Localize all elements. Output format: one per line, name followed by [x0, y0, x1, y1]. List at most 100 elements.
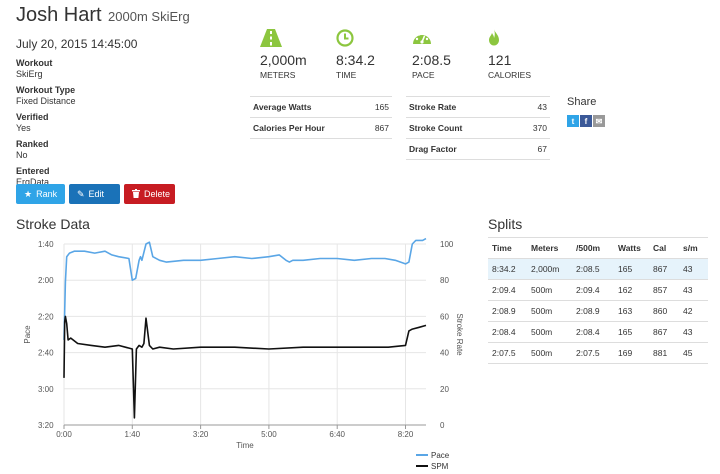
detail-value: Fixed Distance: [16, 96, 76, 106]
split-cell: 881: [653, 348, 668, 358]
y-right-tick-label: 100: [440, 240, 454, 249]
split-cell: 2:08.9: [576, 306, 600, 316]
detail-value: SkiErg: [16, 69, 43, 79]
splits-col-header: Time: [492, 243, 512, 253]
splits-row[interactable]: 2:08.4 500m 2:08.4 165 867 43: [488, 322, 708, 343]
split-cell: 8:34.2: [492, 264, 516, 274]
stat-value: 2:08.5: [412, 52, 451, 68]
metrics-table-right: Stroke Rate 43 Stroke Count 370 Drag Fac…: [406, 96, 550, 160]
splits-col-header: Cal: [653, 243, 667, 253]
x-tick-label: 5:00: [261, 430, 277, 439]
metric-row: Drag Factor 67: [406, 139, 550, 160]
split-cell: 162: [618, 285, 633, 295]
split-cell: 165: [618, 264, 633, 274]
splits-row-total[interactable]: 8:34.2 2,000m 2:08.5 165 867 43: [488, 259, 708, 280]
detail-value: Yes: [16, 123, 31, 133]
edit-label: Edit: [88, 189, 105, 199]
metric-value: 67: [537, 144, 547, 154]
detail-workout: Workout SkiErg: [16, 58, 236, 80]
workout-date: July 20, 2015 14:45:00: [16, 37, 138, 51]
metric-row: Average Watts 165: [250, 97, 392, 118]
y-right-tick-label: 80: [440, 276, 449, 285]
y-right-tick-label: 60: [440, 312, 449, 321]
athlete-name: Josh Hart: [16, 4, 102, 26]
metric-value: 370: [532, 123, 547, 133]
x-tick-label: 3:20: [193, 430, 209, 439]
metric-label: Drag Factor: [409, 144, 457, 154]
metric-row: Stroke Count 370: [406, 118, 550, 139]
metric-value: 43: [537, 102, 547, 112]
split-cell: 500m: [531, 285, 553, 295]
metric-value: 867: [374, 123, 389, 133]
detail-verified: Verified Yes: [16, 112, 236, 134]
split-cell: 2:08.4: [576, 327, 600, 337]
dashboard-icon: [413, 33, 431, 44]
y-left-axis-label: Pace: [23, 325, 32, 344]
split-cell: 169: [618, 348, 633, 358]
trash-icon: [132, 188, 140, 200]
stat-label: PACE: [412, 70, 435, 80]
y-right-tick-label: 40: [440, 349, 449, 358]
rank-button[interactable]: ★ Rank: [16, 184, 65, 204]
split-cell: 2:08.4: [492, 327, 516, 337]
edit-button[interactable]: ✎ Edit: [69, 184, 120, 204]
splits-title: Splits: [488, 216, 523, 232]
detail-label: Ranked: [16, 139, 49, 149]
y-left-tick-label: 2:40: [38, 349, 54, 358]
y-left-tick-label: 3:00: [38, 385, 54, 394]
metric-label: Average Watts: [253, 102, 312, 112]
stat-calories: 121 CALORIES: [488, 29, 578, 80]
metric-row: Stroke Rate 43: [406, 97, 550, 118]
rank-label: Rank: [36, 189, 58, 199]
share-title: Share: [567, 96, 597, 108]
split-cell: 2:07.5: [492, 348, 516, 358]
metric-label: Stroke Count: [409, 123, 463, 133]
split-cell: 42: [683, 306, 693, 316]
splits-header-row: Time Meters /500m Watts Cal s/m: [488, 238, 708, 259]
workout-details: July 20, 2015 14:45:00 Workout SkiErg Wo…: [16, 37, 236, 193]
splits-col-header: Meters: [531, 243, 559, 253]
share-icons: t f ✉: [567, 115, 605, 127]
split-cell: 2:08.9: [492, 306, 516, 316]
splits-row[interactable]: 2:07.5 500m 2:07.5 169 881 45: [488, 343, 708, 364]
split-cell: 867: [653, 327, 668, 337]
split-cell: 500m: [531, 348, 553, 358]
facebook-icon[interactable]: f: [580, 115, 592, 127]
split-cell: 2:09.4: [576, 285, 600, 295]
metric-value: 165: [374, 102, 389, 112]
split-cell: 2:07.5: [576, 348, 600, 358]
detail-label: Entered: [16, 166, 50, 176]
stat-value: 8:34.2: [336, 52, 375, 68]
x-tick-label: 0:00: [56, 430, 72, 439]
chart-svg: 1:40 100 2:00 80 2:20 60 2:40 40 3:00 20 3:20 0 0:00…: [23, 237, 464, 471]
metric-label: Calories Per Hour: [253, 123, 325, 133]
stat-time: 8:34.2 TIME: [336, 29, 426, 80]
y-left-tick-label: 3:20: [38, 421, 54, 430]
stroke-data-chart: 1:40 100 2:00 80 2:20 60 2:40 40 3:00 20 3:20 0 0:00…: [16, 236, 480, 472]
legend-label: Pace: [431, 451, 450, 460]
y-left-tick-label: 2:00: [38, 276, 54, 285]
email-icon[interactable]: ✉: [593, 115, 605, 127]
y-left-tick-label: 1:40: [38, 240, 54, 249]
splits-col-header: s/m: [683, 243, 698, 253]
stat-value: 2,000m: [260, 52, 307, 68]
delete-button[interactable]: Delete: [124, 184, 175, 204]
stat-pace: 2:08.5 PACE: [412, 29, 502, 80]
stat-label: TIME: [336, 70, 357, 80]
action-buttons: ★ Rank ✎ Edit Delete: [16, 184, 175, 204]
workout-subtitle: 2000m SkiErg: [108, 9, 190, 24]
split-cell: 45: [683, 348, 693, 358]
splits-row[interactable]: 2:09.4 500m 2:09.4 162 857 43: [488, 280, 708, 301]
twitter-icon[interactable]: t: [567, 115, 579, 127]
y-right-axis-label: Stroke Rate: [455, 313, 464, 356]
stat-value: 121: [488, 52, 512, 68]
metric-row: Calories Per Hour 867: [250, 118, 392, 139]
split-cell: 857: [653, 285, 668, 295]
split-cell: 867: [653, 264, 668, 274]
detail-value: No: [16, 150, 28, 160]
splits-table: Time Meters /500m Watts Cal s/m 8:34.2 2…: [488, 237, 708, 364]
splits-row[interactable]: 2:08.9 500m 2:08.9 163 860 42: [488, 301, 708, 322]
splits-col-header: /500m: [576, 243, 601, 253]
pencil-icon: ✎: [77, 188, 85, 199]
split-cell: 43: [683, 264, 693, 274]
